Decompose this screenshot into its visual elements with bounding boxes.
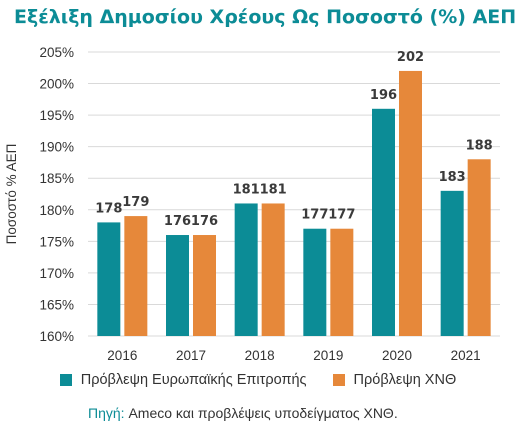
y-tick-label: 205% — [39, 45, 74, 60]
data-label: 202 — [397, 50, 424, 65]
data-label: 178 — [95, 201, 122, 216]
source-prefix: Πηγή: — [88, 405, 125, 421]
bar-2 — [193, 235, 216, 336]
legend-swatch-series-1 — [59, 374, 72, 386]
y-tick-label: 200% — [39, 77, 74, 92]
legend-item-series-1: Πρόβλεψη Ευρωπαϊκής Επιτροπής — [59, 372, 307, 388]
data-label: 177 — [301, 208, 328, 223]
data-label: 179 — [122, 195, 149, 210]
bar-2 — [330, 228, 354, 336]
source-text: Ameco και προβλέψεις υποδείγματος ΧΝΘ. — [124, 405, 398, 421]
data-label: 188 — [466, 138, 493, 153]
y-tick-label: 170% — [39, 266, 74, 281]
y-tick-label: 175% — [39, 234, 74, 249]
bar-1 — [166, 235, 189, 336]
data-label: 181 — [260, 182, 287, 197]
data-label: 196 — [370, 88, 397, 103]
y-tick-label: 195% — [39, 108, 74, 123]
x-tick-label: 2018 — [245, 348, 275, 363]
y-tick-label: 185% — [39, 171, 74, 186]
bar-1 — [440, 190, 464, 336]
bar-chart: 160% 165% 170% 175% 180% 185% 190% 195% 200% 205%… — [4, 45, 500, 363]
bar-1 — [97, 222, 121, 336]
chart-title: Εξέλιξη Δημοσίου Χρέους Ως Ποσοστό (%) Α… — [14, 6, 516, 28]
bar-1 — [303, 228, 327, 336]
x-tick-label: 2017 — [176, 348, 206, 363]
y-tick-label: 180% — [39, 203, 74, 218]
y-tick-label: 190% — [39, 140, 74, 155]
bar-2 — [261, 203, 285, 336]
data-label: 181 — [233, 182, 260, 197]
bar-2 — [124, 216, 148, 336]
y-axis-label: Ποσοστό % ΑΕΠ — [4, 144, 19, 245]
data-label: 176 — [191, 214, 218, 229]
bar-2 — [467, 159, 491, 336]
bar-1 — [372, 108, 395, 336]
bar-2 — [399, 70, 422, 336]
legend-label-series-2: Πρόβλεψη ΧΝΘ — [353, 372, 457, 388]
x-tick-label: 2019 — [313, 348, 343, 363]
y-tick-label: 165% — [39, 297, 74, 312]
x-tick-label: 2021 — [451, 348, 481, 363]
data-label: 176 — [164, 214, 191, 229]
data-label: 177 — [328, 208, 355, 223]
source-note: Πηγή: Ameco και προβλέψεις υποδείγματος … — [88, 405, 398, 421]
x-tick-label: 2016 — [107, 348, 137, 363]
bar-1 — [234, 203, 258, 336]
legend-item-series-2: Πρόβλεψη ΧΝΘ — [332, 372, 457, 388]
data-label: 183 — [439, 170, 466, 185]
chart-legend: Πρόβλεψη Ευρωπαϊκής Επιτροπής Πρόβλεψη Χ… — [0, 372, 516, 388]
y-tick-label: 160% — [39, 329, 74, 344]
legend-label-series-1: Πρόβλεψη Ευρωπαϊκής Επιτροπής — [80, 372, 307, 388]
legend-swatch-series-2 — [332, 374, 345, 386]
x-tick-label: 2020 — [382, 348, 412, 363]
